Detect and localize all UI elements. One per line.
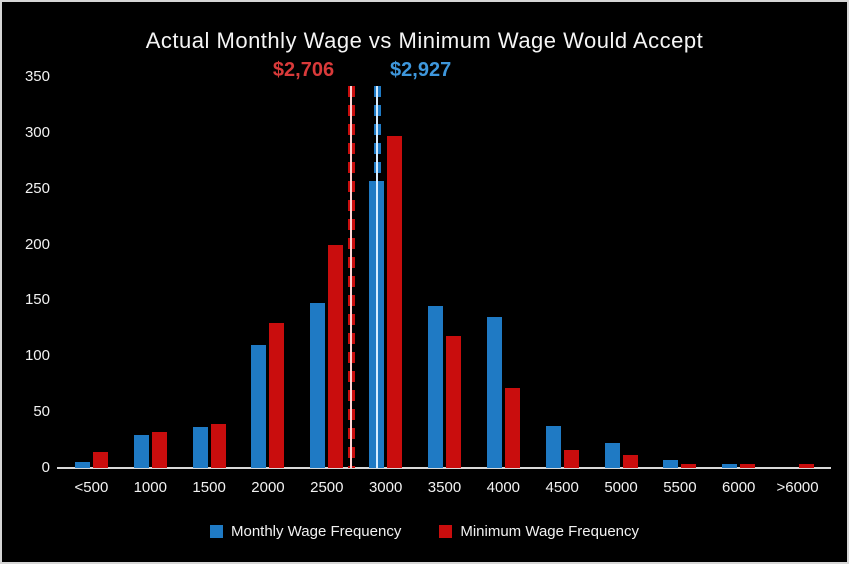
- bar-minimum-wage: [622, 454, 638, 468]
- mean-value-label: $2,706: [272, 59, 335, 81]
- mean-line-core: [376, 86, 379, 468]
- chart-title: Actual Monthly Wage vs Minimum Wage Woul…: [145, 28, 704, 53]
- legend-label: Minimum Wage Frequency: [460, 523, 640, 540]
- bar-minimum-wage: [563, 450, 579, 468]
- x-tick-label: 2000: [251, 479, 285, 496]
- bar-minimum-wage: [269, 322, 285, 468]
- legend-swatch: [209, 525, 223, 538]
- bar-monthly-wage: [133, 434, 149, 468]
- y-tick-label: 100: [24, 347, 50, 365]
- y-tick-label: 250: [24, 179, 50, 197]
- x-tick-label: 3000: [368, 479, 403, 496]
- plot-area: [57, 77, 831, 469]
- x-tick-label: <500: [74, 479, 109, 496]
- bar-monthly-wage: [310, 302, 326, 468]
- y-tick-label: 150: [24, 291, 50, 309]
- x-tick-label: >6000: [776, 479, 819, 496]
- bar-minimum-wage: [446, 336, 461, 468]
- bar-minimum-wage: [799, 463, 815, 468]
- x-tick-label: 3500: [427, 479, 462, 496]
- bar-minimum-wage: [740, 463, 756, 468]
- bar-monthly-wage: [604, 443, 620, 468]
- bar-monthly-wage: [545, 425, 561, 468]
- x-tick-label: 1500: [192, 479, 226, 496]
- y-tick-label: 0: [41, 459, 50, 476]
- legend-item: Minimum Wage Frequency: [439, 523, 639, 540]
- y-tick-label: 50: [33, 403, 50, 421]
- mean-line-red: [347, 86, 355, 468]
- legend-item: Monthly Wage Frequency: [209, 523, 402, 540]
- bar-monthly-wage: [74, 462, 90, 468]
- bar-minimum-wage: [504, 387, 520, 468]
- legend-label: Monthly Wage Frequency: [230, 523, 402, 540]
- y-tick-label: 200: [24, 235, 50, 253]
- x-tick-label: 2500: [310, 479, 344, 496]
- bar-minimum-wage: [210, 424, 226, 468]
- mean-line-core: [350, 86, 353, 468]
- bar-minimum-wage: [681, 463, 697, 468]
- bar-monthly-wage: [486, 317, 502, 468]
- bar-monthly-wage: [192, 426, 208, 468]
- bar-minimum-wage: [92, 452, 108, 468]
- bar-monthly-wage: [428, 306, 443, 468]
- x-tick-label: 5000: [604, 479, 638, 496]
- bar-minimum-wage: [151, 432, 167, 468]
- legend: Monthly Wage Frequency Minimum Wage Frequ…: [2, 523, 847, 540]
- bar-monthly-wage: [663, 460, 679, 468]
- mean-line-blue: [373, 86, 381, 468]
- x-axis: <500 1000 1500 2000 2500 3000 3500 4000 4500 5000…: [62, 478, 827, 502]
- x-tick-label: 4500: [545, 479, 579, 496]
- y-axis: 0 50 100 150 200 250 300 350: [2, 68, 50, 476]
- x-tick-label: 6000: [722, 479, 756, 496]
- x-axis-line: [57, 467, 831, 469]
- y-tick-label: 300: [24, 123, 50, 141]
- bar-monthly-wage: [722, 463, 738, 468]
- bar-minimum-wage: [387, 136, 403, 468]
- y-tick-label: 350: [24, 68, 50, 85]
- x-tick-label: 1000: [133, 479, 167, 496]
- legend-swatch: [439, 525, 453, 538]
- mean-value-label: $2,927: [390, 59, 452, 81]
- bar-minimum-wage: [328, 244, 344, 468]
- x-tick-label: 5500: [663, 479, 697, 496]
- bar-monthly-wage: [251, 345, 267, 468]
- x-tick-label: 4000: [486, 479, 521, 496]
